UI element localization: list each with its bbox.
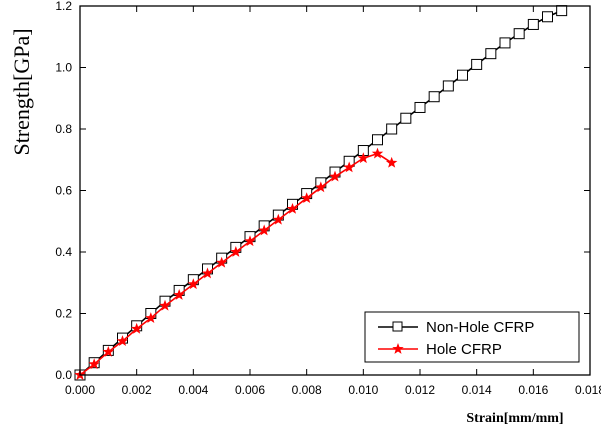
legend-box <box>364 311 580 363</box>
legend-label-non-hole: Non-Hole CFRP <box>426 319 534 336</box>
y-tick-label: 0.4 <box>55 245 72 259</box>
data-point <box>527 18 539 30</box>
y-tick-label: 0.6 <box>55 184 72 198</box>
data-point <box>130 322 143 334</box>
data-point <box>244 235 256 247</box>
data-point <box>414 101 426 113</box>
data-point <box>371 147 384 159</box>
data-point <box>542 11 553 23</box>
x-tick-label: 0.008 <box>292 383 322 397</box>
y-tick-label: 1.2 <box>55 0 72 13</box>
data-point <box>272 213 285 225</box>
series-hole <box>74 147 398 380</box>
x-tick-label: 0.012 <box>405 383 435 397</box>
data-point <box>343 161 355 173</box>
data-point <box>315 181 327 193</box>
x-tick-label: 0.004 <box>178 383 208 397</box>
data-point <box>145 312 157 323</box>
x-tick-label: 0.014 <box>462 383 492 397</box>
data-point <box>385 156 398 168</box>
data-point <box>230 246 242 257</box>
y-tick-label: 0.2 <box>55 307 72 321</box>
legend: Non-Hole CFRP Hole CFRP <box>364 311 580 363</box>
data-point <box>329 170 341 182</box>
ticks-layer: 0.000 0.002 0.004 0.006 0.008 0.010 0.012 0.014… <box>55 0 601 397</box>
data-point <box>286 202 299 214</box>
series-layer <box>74 5 568 381</box>
data-point <box>116 335 129 347</box>
data-point <box>442 80 454 92</box>
data-point <box>173 289 185 300</box>
data-point <box>513 28 525 40</box>
data-point <box>187 278 200 290</box>
data-point <box>258 224 270 236</box>
x-tick-label: 0.018 <box>575 383 601 397</box>
x-axis-title: Strain[mm/mm] <box>466 411 563 426</box>
y-tick-label: 0.8 <box>55 122 72 136</box>
y-tick-label: 0.0 <box>55 368 72 382</box>
data-point <box>300 192 313 204</box>
data-point <box>386 123 398 135</box>
data-point <box>88 358 100 370</box>
data-point <box>201 267 214 279</box>
y-tick-label: 1.0 <box>55 61 72 75</box>
data-point <box>556 5 568 17</box>
x-tick-label: 0.006 <box>235 383 265 397</box>
x-tick-label: 0.010 <box>348 383 378 397</box>
data-point <box>485 48 497 60</box>
data-point <box>428 91 440 103</box>
data-point <box>159 299 171 311</box>
data-point <box>102 345 115 357</box>
legend-marker-non-hole <box>392 321 403 332</box>
x-tick-label: 0.016 <box>518 383 548 397</box>
y-axis-title: Strength[GPa] <box>9 28 34 155</box>
x-tick-label: 0.002 <box>122 383 152 397</box>
legend-label-hole: Hole CFRP <box>426 341 502 358</box>
x-tick-label: 0.000 <box>65 383 95 397</box>
data-point <box>215 256 228 268</box>
data-point <box>372 134 383 146</box>
data-point <box>457 69 468 81</box>
data-point <box>400 112 412 124</box>
legend-marker-hole <box>392 343 404 354</box>
data-point <box>499 37 511 49</box>
data-point <box>471 58 483 70</box>
data-point <box>357 152 370 164</box>
